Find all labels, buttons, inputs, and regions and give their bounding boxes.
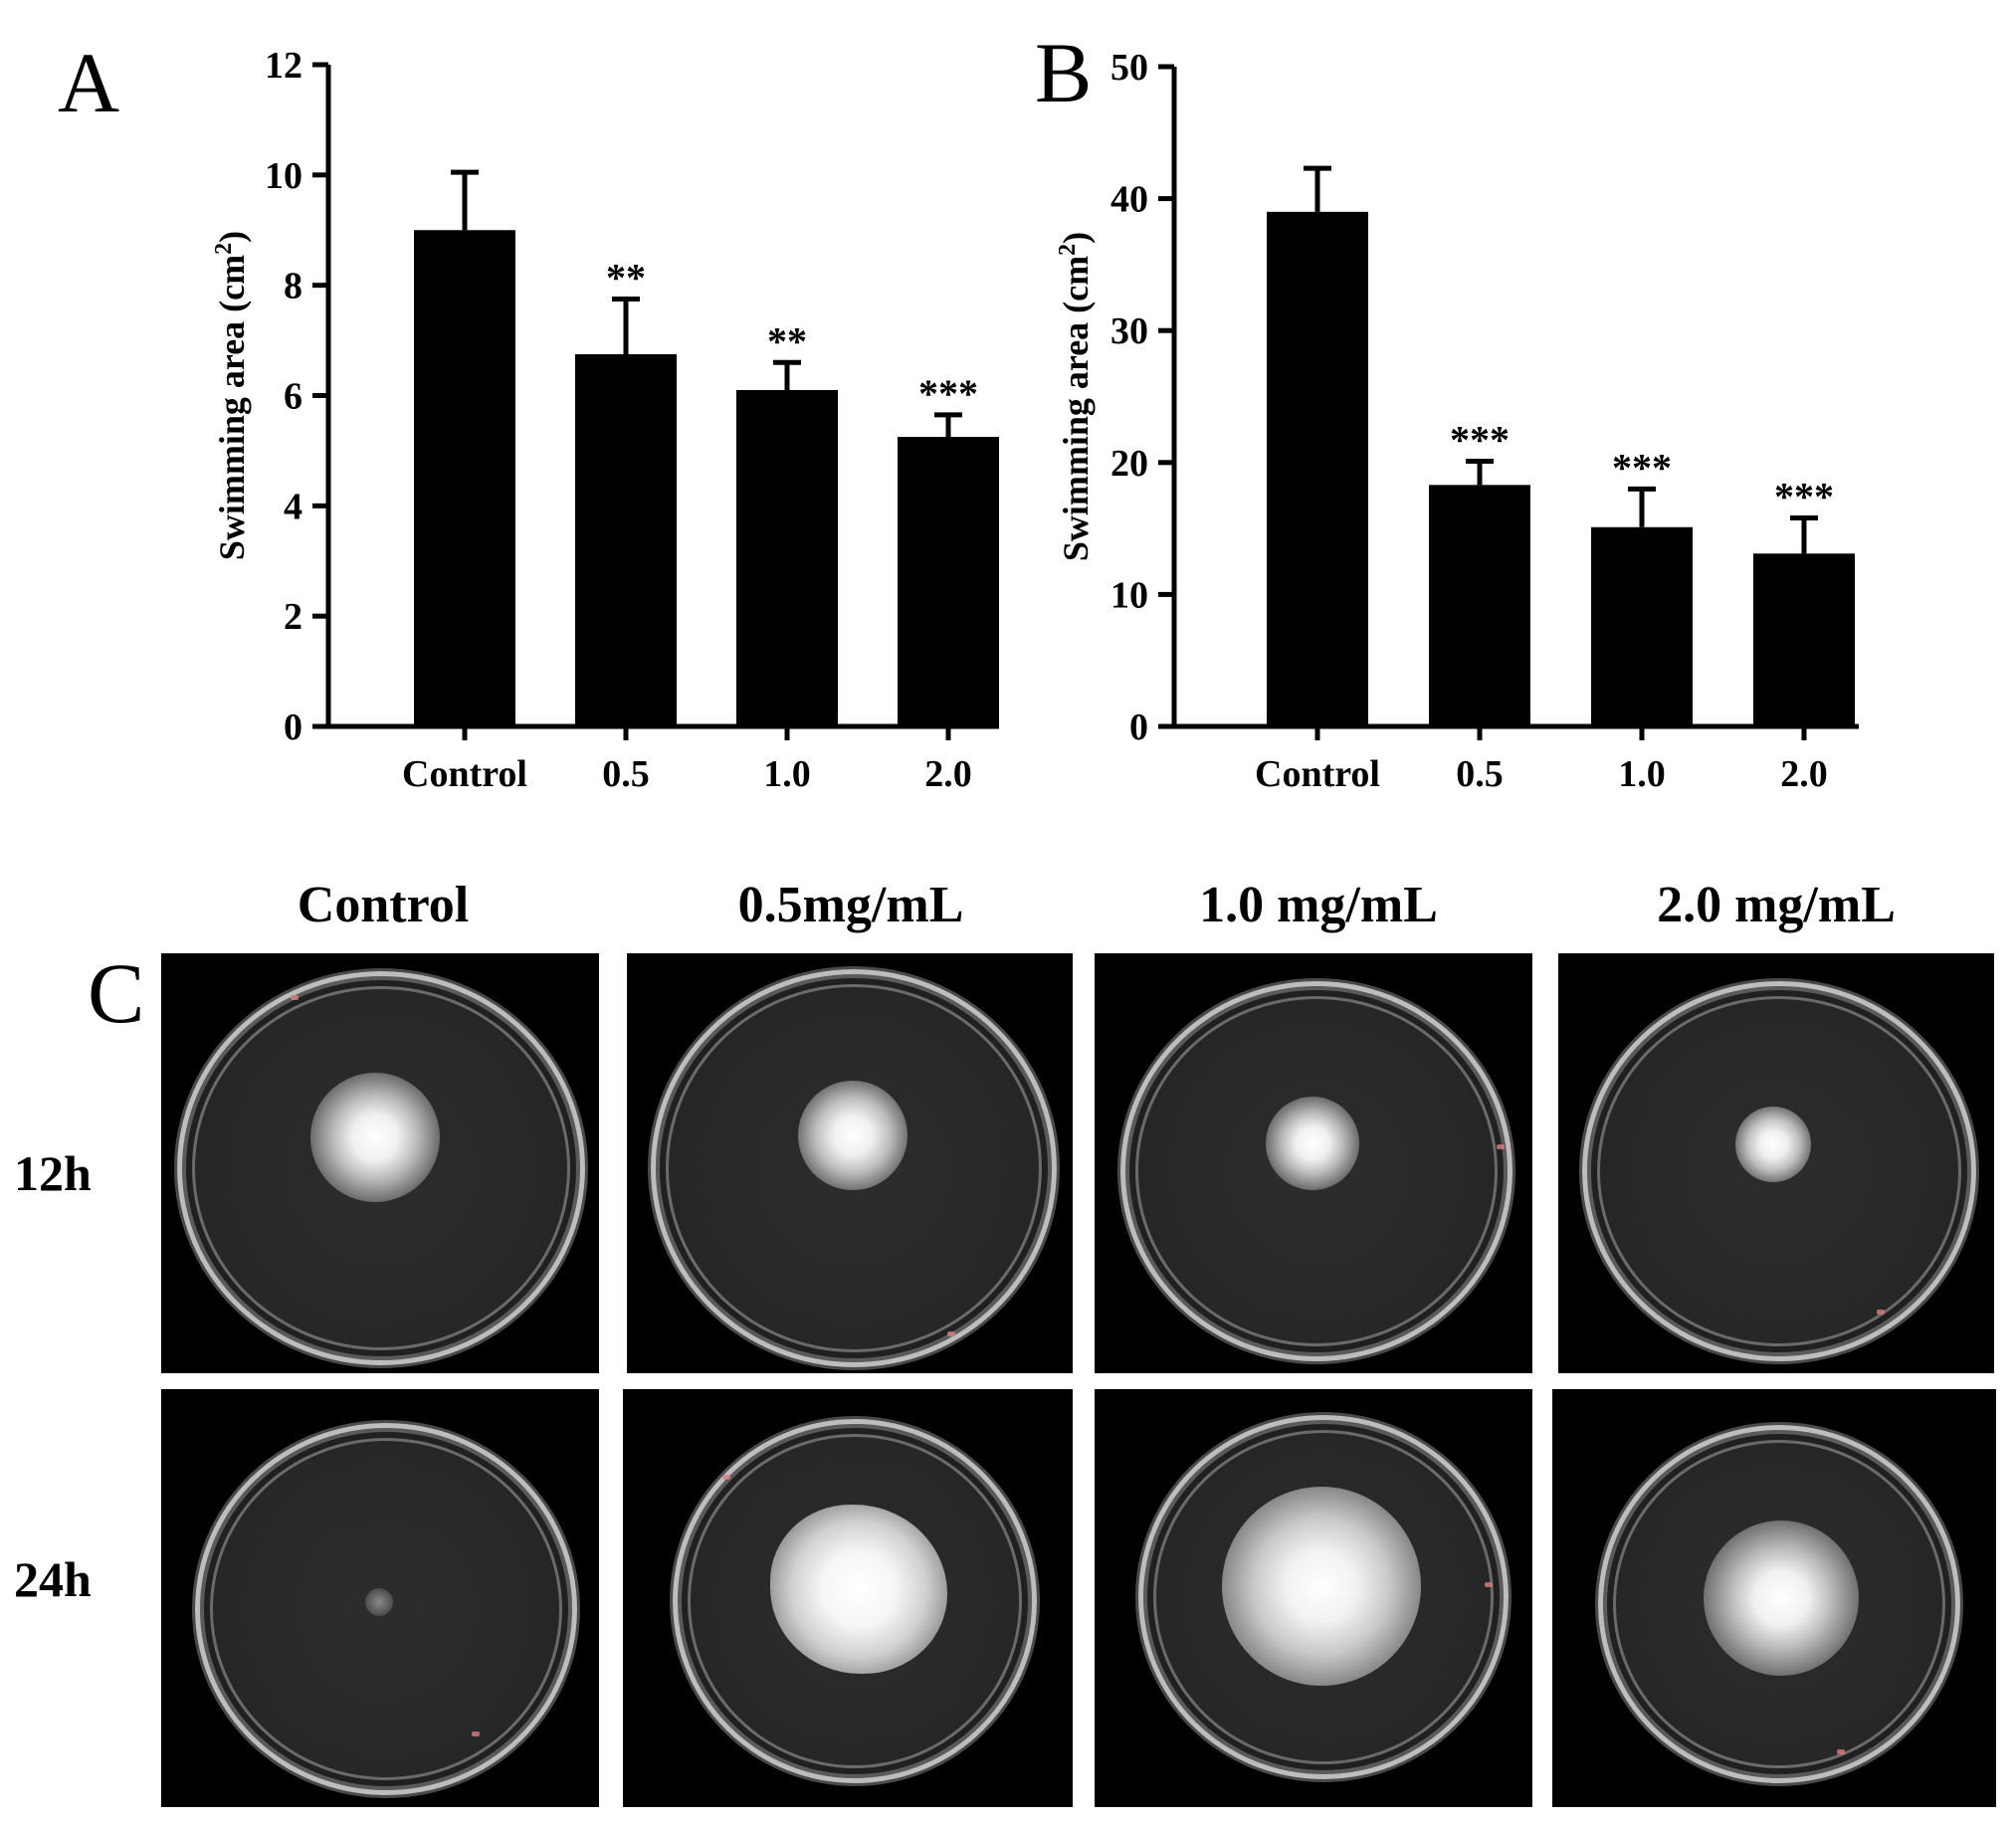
significance-marker: ** xyxy=(606,256,646,301)
bar xyxy=(1429,485,1530,726)
y-tick-label: 40 xyxy=(1110,179,1148,221)
panel-label-a: A xyxy=(58,35,120,130)
y-tick-label: 2 xyxy=(284,596,302,638)
significance-marker: *** xyxy=(1450,417,1510,462)
x-tick-label: Control xyxy=(1255,753,1380,795)
y-tick-label: 12 xyxy=(265,45,302,87)
y-tick-label: 0 xyxy=(284,707,302,748)
y-tick-label: 50 xyxy=(1110,47,1148,89)
plate-control-24h xyxy=(161,1389,599,1807)
row-label-12h: 12h xyxy=(14,1145,92,1201)
plate-2-0-24h xyxy=(1552,1389,1996,1807)
panel-label-b: B xyxy=(1035,25,1093,120)
column-label-1-0: 1.0 mg/mL xyxy=(1199,877,1438,933)
bar xyxy=(1267,211,1368,727)
panel-label-c: C xyxy=(88,945,145,1041)
significance-marker: *** xyxy=(1774,474,1834,518)
y-tick-label: 4 xyxy=(284,486,302,527)
x-tick-label: 1.0 xyxy=(1618,753,1666,795)
bar-chart-b: 0 10 20 30 40 50 Swimming area (cm2) Control 0.5… xyxy=(1055,47,1859,795)
bar xyxy=(1753,553,1855,726)
y-tick-label: 0 xyxy=(1129,707,1148,748)
x-tick-label: 2.0 xyxy=(924,753,972,795)
x-tick-label: 0.5 xyxy=(1456,753,1504,795)
y-tick-label: 20 xyxy=(1110,443,1148,485)
significance-marker: *** xyxy=(1612,445,1672,490)
bar xyxy=(898,437,999,726)
y-tick-label: 8 xyxy=(284,266,302,307)
bar xyxy=(575,353,677,726)
plate-2-0-12h xyxy=(1558,953,1994,1373)
y-tick-label: 30 xyxy=(1110,310,1148,352)
y-axis-title: Swimming area (cm2) xyxy=(211,231,252,560)
y-tick-label: 10 xyxy=(1110,574,1148,616)
column-label-control: Control xyxy=(297,877,470,933)
column-label-2-0: 2.0 mg/mL xyxy=(1657,877,1896,933)
plate-1-0-24h xyxy=(1095,1389,1532,1807)
y-axis-title: Swimming area (cm2) xyxy=(1055,232,1096,561)
plate-0-5-12h xyxy=(627,953,1073,1373)
column-label-0-5: 0.5mg/mL xyxy=(737,877,964,933)
significance-marker: *** xyxy=(918,371,978,416)
y-tick-label: 10 xyxy=(265,155,302,197)
y-tick-label: 6 xyxy=(284,376,302,418)
x-tick-label: 0.5 xyxy=(602,753,650,795)
plate-1-0-12h xyxy=(1095,953,1532,1373)
x-tick-label: 1.0 xyxy=(763,753,811,795)
x-tick-label: Control xyxy=(402,753,527,795)
x-tick-label: 2.0 xyxy=(1780,753,1828,795)
plate-0-5-24h xyxy=(623,1389,1073,1807)
row-label-24h: 24h xyxy=(14,1551,92,1607)
bar xyxy=(1591,526,1693,726)
plate-control-12h xyxy=(161,953,599,1373)
bar xyxy=(414,230,515,726)
bar-chart-a: 0 2 4 6 8 10 12 Swimming area (cm2) Control 0.5 **… xyxy=(211,45,999,795)
bar xyxy=(736,389,838,726)
significance-marker: ** xyxy=(767,318,807,363)
